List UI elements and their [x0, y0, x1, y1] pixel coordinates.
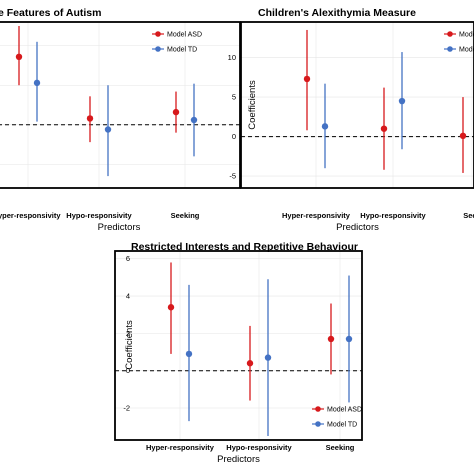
legend-label: Model ASD	[459, 32, 474, 39]
y-tick-label: 0	[126, 366, 130, 375]
chart-title: Restricted Interests and Repetitive Beha…	[131, 241, 358, 253]
x-axis-label: Predictors	[217, 454, 260, 465]
x-category-label: Hyper-responsivity	[146, 443, 215, 452]
data-point	[303, 75, 311, 83]
x-category-label: Hypo-responsivity	[360, 211, 426, 220]
legend-label: Model TD	[167, 47, 197, 54]
x-axis-label: Predictors	[336, 222, 379, 233]
y-axis-label: Coefficients	[124, 320, 135, 370]
chart-panel-2: Children's Alexithymia Measure -5 0 5 10 Coef…	[228, 7, 474, 233]
data-point	[104, 126, 112, 133]
y-tick-label: -5	[229, 172, 236, 181]
x-category-label: Hypo-responsivity	[66, 211, 132, 220]
x-category-label: Hypo-responsivity	[226, 443, 292, 452]
panel-frame	[114, 250, 363, 441]
x-category-label: Seeking	[326, 443, 355, 452]
y-tick-label: 6	[126, 254, 130, 263]
chart-title: e Features of Autism	[0, 7, 101, 19]
data-point	[345, 335, 353, 343]
data-point	[398, 97, 406, 105]
legend-swatch-point	[155, 46, 161, 52]
data-point	[327, 335, 335, 343]
legend-swatch-point	[447, 31, 453, 37]
data-point	[321, 123, 329, 130]
data-point	[380, 125, 388, 132]
chart-panel-1: e Features of Autism yper-responsivity Hyp…	[0, 7, 241, 233]
y-tick-label: 4	[126, 292, 130, 301]
data-point	[167, 304, 175, 311]
data-point	[264, 354, 272, 361]
legend-swatch-point	[315, 406, 321, 412]
data-point	[15, 53, 23, 61]
x-axis-label: Predictors	[98, 222, 141, 233]
legend-label: Model TD	[459, 47, 474, 54]
y-tick-label: 5	[232, 93, 236, 102]
data-point	[86, 115, 94, 122]
chart-title: Children's Alexithymia Measure	[258, 7, 416, 19]
legend-swatch-point	[155, 31, 161, 37]
y-tick-label: 0	[232, 132, 236, 141]
legend-swatch-point	[447, 46, 453, 52]
legend-label: Model TD	[327, 422, 357, 429]
chart-panel-3: Restricted Interests and Repetitive Beha…	[114, 241, 363, 465]
panel-frame	[0, 21, 241, 189]
data-point	[33, 79, 41, 87]
x-category-label: Seek	[463, 211, 474, 220]
data-point	[190, 116, 198, 124]
legend-label: Model ASD	[327, 407, 362, 414]
y-tick-label: 2	[126, 329, 130, 338]
panel-frame	[240, 21, 474, 189]
data-point	[459, 132, 467, 140]
x-category-label: Seeking	[171, 211, 200, 220]
legend-swatch-point	[315, 421, 321, 427]
x-category-label: Hyper-responsivity	[282, 211, 351, 220]
data-point	[172, 108, 180, 116]
legend-label: Model ASD	[167, 32, 202, 39]
x-category-label: yper-responsivity	[0, 211, 61, 220]
y-tick-label: 10	[228, 53, 236, 62]
data-point	[246, 360, 254, 367]
y-axis-label: Coefficients	[247, 80, 258, 130]
data-point	[185, 350, 193, 358]
y-tick-label: -2	[123, 404, 130, 413]
